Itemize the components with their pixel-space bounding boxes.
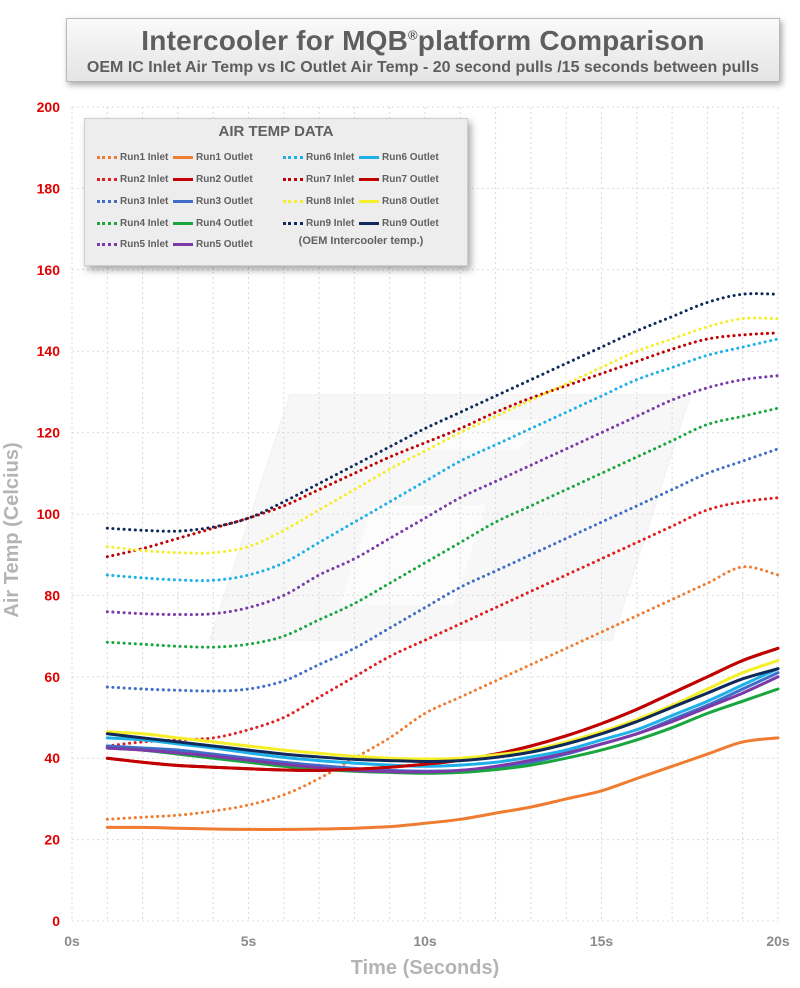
- legend-label: Run4 Outlet: [196, 217, 253, 229]
- legend-item-run7-inlet: Run7 Inlet: [283, 172, 354, 186]
- series-line-run3-inlet: [105, 447, 780, 693]
- legend-swatch: [97, 199, 117, 203]
- series-line-run5-outlet: [105, 675, 780, 774]
- legend-item-run8-inlet: Run8 Inlet: [283, 194, 354, 208]
- series-line-run4-outlet: [105, 687, 780, 775]
- y-tick-label: 20: [44, 832, 60, 848]
- chart-subtitle: OEM IC Inlet Air Temp vs IC Outlet Air T…: [86, 59, 760, 76]
- y-tick-label: 160: [37, 262, 61, 278]
- series-line-run9-outlet: [105, 667, 780, 764]
- legend-item-run5-outlet: Run5 Outlet: [173, 237, 253, 251]
- legend-item-run2-inlet: Run2 Inlet: [97, 172, 168, 186]
- legend-swatch: [359, 155, 379, 159]
- legend-label: Run7 Outlet: [382, 173, 439, 185]
- legend-label: Run7 Inlet: [306, 173, 355, 185]
- series-line-run4-inlet: [105, 406, 780, 649]
- legend-item-run1-outlet: Run1 Outlet: [173, 150, 253, 164]
- legend-swatch: [97, 242, 117, 246]
- y-tick-label: 40: [44, 750, 60, 766]
- series-line-run8-outlet: [105, 659, 780, 761]
- legend-swatch: [173, 221, 193, 225]
- legend-swatch: [283, 177, 303, 181]
- legend-label: Run5 Inlet: [120, 238, 169, 250]
- legend-swatch: [173, 242, 193, 246]
- legend-label: Run5 Outlet: [196, 238, 253, 250]
- legend-item-run4-inlet: Run4 Inlet: [97, 216, 168, 230]
- chart-title: Intercooler for MQB®platform Comparison: [141, 25, 705, 56]
- legend-swatch: [359, 199, 379, 203]
- chart-title-box: Intercooler for MQB®platform Comparison …: [66, 18, 780, 82]
- x-tick-label: 10s: [413, 933, 437, 949]
- y-tick-label: 60: [44, 669, 60, 685]
- legend-swatch: [97, 155, 117, 159]
- legend-title: AIR TEMP DATA: [218, 123, 334, 140]
- y-tick-label: 0: [52, 913, 60, 929]
- legend-label: Run4 Inlet: [120, 217, 169, 229]
- legend-item-run6-inlet: Run6 Inlet: [283, 150, 354, 164]
- legend-item-run3-inlet: Run3 Inlet: [97, 194, 168, 208]
- legend: AIR TEMP DATA Run1 Inlet Run1 Outlet Run2 …: [84, 118, 468, 266]
- y-tick-label: 80: [44, 587, 60, 603]
- x-tick-label: 5s: [241, 933, 257, 949]
- legend-label: Run1 Inlet: [120, 151, 169, 163]
- legend-label: Run8 Outlet: [382, 195, 439, 207]
- x-axis-title: Time (Seconds): [351, 957, 500, 979]
- y-axis-title: Air Temp (Celcius): [1, 442, 23, 617]
- x-tick-label: 15s: [590, 933, 614, 949]
- series-line-run6-inlet: [105, 337, 780, 583]
- legend-swatch: [359, 177, 379, 181]
- legend-label: Run9 Outlet: [382, 217, 439, 229]
- legend-item-run7-outlet: Run7 Outlet: [359, 172, 439, 186]
- legend-item-run1-inlet: Run1 Inlet: [97, 150, 168, 164]
- legend-item-run4-outlet: Run4 Outlet: [173, 216, 253, 230]
- series-line-run1-outlet: [105, 736, 780, 831]
- legend-swatch: [173, 199, 193, 203]
- legend-item-run8-outlet: Run8 Outlet: [359, 194, 439, 208]
- legend-label: Run2 Outlet: [196, 173, 253, 185]
- watermark-logo: [208, 394, 692, 641]
- y-tick-label: 140: [37, 343, 61, 359]
- series-line-run5-inlet: [105, 374, 780, 617]
- legend-swatch: [283, 199, 303, 203]
- legend-swatch: [283, 221, 303, 225]
- series-line-run6-outlet: [105, 667, 780, 768]
- legend-label: Run6 Inlet: [306, 151, 355, 163]
- legend-item-run6-outlet: Run6 Outlet: [359, 150, 439, 164]
- legend-label: Run3 Outlet: [196, 195, 253, 207]
- legend-swatch: [97, 177, 117, 181]
- series-line-run8-inlet: [105, 316, 780, 555]
- y-tick-label: 180: [37, 180, 61, 196]
- legend-swatch: [359, 221, 379, 225]
- legend-swatch: [173, 155, 193, 159]
- legend-label: Run8 Inlet: [306, 195, 355, 207]
- y-tick-label: 100: [37, 506, 61, 522]
- series-line-run7-inlet: [105, 331, 780, 559]
- y-tick-label: 120: [37, 425, 61, 441]
- legend-item-run3-outlet: Run3 Outlet: [173, 194, 253, 208]
- y-tick-label: 200: [37, 99, 61, 115]
- legend-label: Run1 Outlet: [196, 151, 253, 163]
- legend-swatch: [173, 177, 193, 181]
- legend-item-run9-inlet: Run9 Inlet: [283, 216, 354, 230]
- legend-label: Run2 Inlet: [120, 173, 169, 185]
- legend-item-run9-outlet: Run9 Outlet: [359, 216, 439, 230]
- legend-swatch: [283, 155, 303, 159]
- legend-note: (OEM Intercooler temp.): [298, 235, 424, 247]
- legend-label: Run9 Inlet: [306, 217, 355, 229]
- x-tick-label: 0s: [64, 933, 80, 949]
- legend-label: Run6 Outlet: [382, 151, 439, 163]
- series-line-run2-inlet: [105, 496, 780, 748]
- legend-swatch: [97, 221, 117, 225]
- legend-item-run5-inlet: Run5 Inlet: [97, 237, 168, 251]
- legend-item-run2-outlet: Run2 Outlet: [173, 172, 253, 186]
- x-tick-label: 20s: [766, 933, 790, 949]
- legend-label: Run3 Inlet: [120, 195, 169, 207]
- series-line-run1-inlet: [105, 565, 780, 821]
